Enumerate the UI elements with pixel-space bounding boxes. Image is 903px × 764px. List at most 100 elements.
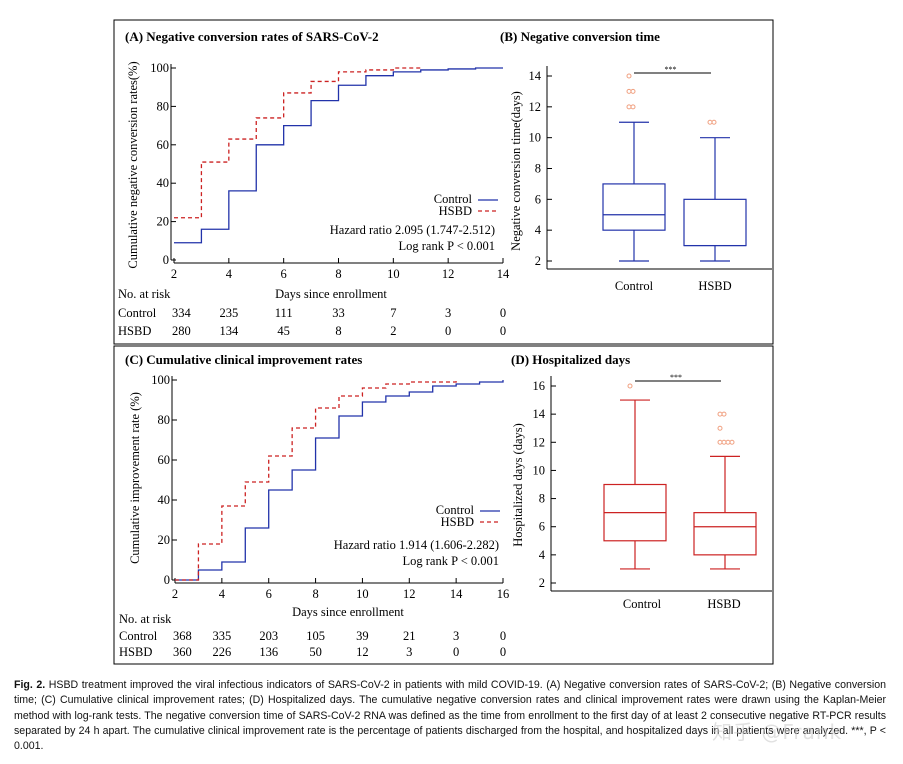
panel-c-xlabel: Days since enrollment	[292, 605, 404, 619]
panel-c-risk-value: 3	[453, 629, 459, 643]
panel-b-ytick-label: 12	[529, 100, 542, 114]
panel-a-risk-value: 8	[335, 324, 341, 338]
panel-d-ytick-label: 6	[539, 520, 545, 534]
panel-a-risk-label-hsbd: HSBD	[118, 324, 151, 338]
panel-a-risk-value: 0	[445, 324, 451, 338]
panel-a-xtick-label: 12	[442, 267, 455, 281]
panel-c-risk-header: No. at risk	[119, 612, 172, 626]
panel-c-ytick-label: 100	[151, 373, 170, 387]
panel-b-ylabel: Negative conversion time(days)	[509, 91, 523, 251]
figure-caption: Fig. 2. HSBD treatment improved the vira…	[14, 678, 886, 754]
panel-a-risk-table: Control 334 235 111 33 7 3 0 HSBD 280 134 45 8 2 0 0	[118, 306, 506, 338]
panel-c-xtick-label: 12	[403, 587, 416, 601]
panel-c-risk-value: 360	[173, 645, 192, 659]
panel-a-xtick-label: 14	[497, 267, 510, 281]
panel-a-risk-label-control: Control	[118, 306, 157, 320]
panel-a-plot: 0 20 40 60 80 100 2 4 6 8 10 12 14	[150, 61, 510, 281]
panel-b-title: (B) Negative conversion time	[500, 29, 660, 44]
panel-c-xtick-label: 6	[266, 587, 272, 601]
panel-c-risk-value: 136	[259, 645, 278, 659]
panel-c-xtick-label: 16	[497, 587, 510, 601]
panel-c-risk-value: 50	[309, 645, 322, 659]
panel-c-risk-table: Control 368 335 203 105 39 21 3 0 HSBD 360 226 136 50…	[119, 629, 506, 659]
panel-b-control-outlier	[626, 104, 632, 110]
caption-text: HSBD treatment improved the viral infect…	[14, 679, 887, 753]
panel-a-xtick-label: 4	[226, 267, 233, 281]
watermark: 知乎 @Frank	[712, 720, 843, 744]
panel-a-ytick-label: 20	[157, 215, 170, 229]
panel-a-xlabel: Days since enrollment	[275, 287, 387, 301]
panel-c-risk-value: 39	[356, 629, 369, 643]
panel-c-xtick-label: 2	[172, 587, 178, 601]
panel-a-risk-header: No. at risk	[118, 287, 171, 301]
caption-label: Fig. 2.	[14, 679, 46, 691]
panel-a-ytick-label: 40	[157, 176, 170, 190]
panel-c-risk-value: 0	[453, 645, 459, 659]
panel-b-control-outlier	[626, 73, 632, 79]
panel-b-plot: 2 4 6 8 10 12 14 ***	[529, 65, 772, 270]
panel-d-plot: 2 4 6 8 10 12 14 16 ***	[533, 373, 772, 592]
panel-c-ytick-label: 80	[158, 413, 171, 427]
panel-d-hsbd-outlier	[721, 439, 727, 445]
panel-b-hsbd-outlier	[707, 119, 713, 125]
panel-b-control-box	[602, 183, 666, 231]
panel-b-hsbd-outlier	[711, 119, 717, 125]
panel-d-ytick-label: 16	[533, 379, 546, 393]
panel-b-group-hsbd: HSBD	[698, 279, 731, 293]
panel-c-xtick-label: 4	[219, 587, 226, 601]
panel-a-risk-value: 111	[275, 306, 293, 320]
panel-d-hsbd-outlier	[721, 411, 727, 417]
panel-a-risk-value: 334	[172, 306, 192, 320]
panel-a-risk-value: 2	[390, 324, 396, 338]
panel-c-title: (C) Cumulative clinical improvement rate…	[125, 352, 362, 367]
panel-a-series-hsbd	[174, 67, 421, 219]
panel-a-risk-value: 280	[172, 324, 191, 338]
panel-c-xtick-label: 10	[356, 587, 369, 601]
panel-d-significance-label: ***	[670, 373, 682, 382]
panel-a-risk-value: 3	[445, 306, 451, 320]
panel-c-risk-value: 0	[500, 629, 506, 643]
panel-c-xtick-label: 14	[450, 587, 463, 601]
panel-c-ytick-label: 40	[158, 493, 171, 507]
panel-c-risk-value: 0	[500, 645, 506, 659]
panel-c-risk-label-hsbd: HSBD	[119, 645, 152, 659]
panel-d-hsbd-box	[693, 512, 757, 556]
panel-c-risk-label-control: Control	[119, 629, 158, 643]
panel-b-control-outlier	[630, 104, 636, 110]
panel-d-ytick-label: 8	[539, 492, 545, 506]
panel-c-risk-value: 335	[212, 629, 231, 643]
panel-c-hazard-ratio: Hazard ratio 1.914 (1.606-2.282)	[334, 538, 499, 552]
panel-a-ytick-label: 0	[163, 253, 169, 267]
panel-a-ylabel: Cumulative negative conversion rates(%)	[126, 61, 140, 268]
panel-d-hsbd-outlier	[717, 439, 723, 445]
panel-a-risk-value: 0	[500, 306, 506, 320]
panel-b-hsbd-box	[683, 198, 747, 247]
panel-d-group-control: Control	[623, 597, 662, 611]
panel-a-xtick-label: 6	[281, 267, 287, 281]
panel-c-series-hsbd	[175, 380, 457, 581]
panel-b-control-outlier	[630, 88, 636, 94]
panel-a-series-control	[174, 67, 503, 244]
panel-c-ylabel: Cumulative improvement rate (%)	[128, 392, 142, 564]
panel-c-series-control	[175, 380, 504, 581]
panel-a-risk-value: 7	[390, 306, 396, 320]
panel-c-legend-hsbd: HSBD	[441, 515, 474, 529]
panel-c-ytick-label: 60	[158, 453, 171, 467]
panel-c-risk-value: 3	[406, 645, 412, 659]
panel-a-xtick-label: 10	[387, 267, 400, 281]
panel-a-xtick-label: 8	[335, 267, 341, 281]
panel-c-risk-value: 203	[259, 629, 278, 643]
panel-b-ytick-label: 10	[529, 131, 542, 145]
panel-a-logrank: Log rank P < 0.001	[398, 239, 495, 253]
panel-d-hsbd-outlier	[725, 439, 731, 445]
panel-c-risk-value: 368	[173, 629, 192, 643]
panel-c-legend-control: Control	[436, 503, 475, 517]
bottom-panel-frame	[113, 345, 774, 665]
panel-c-ytick-label: 0	[164, 573, 170, 587]
panel-c-risk-value: 105	[306, 629, 325, 643]
panel-b-significance-label: ***	[665, 65, 677, 74]
panel-c-plot: 0 20 40 60 80 100 2 4 6 8 10 12 14 16	[151, 373, 509, 601]
panel-d-hsbd-outlier	[729, 439, 735, 445]
panel-a-ytick-label: 60	[157, 138, 170, 152]
